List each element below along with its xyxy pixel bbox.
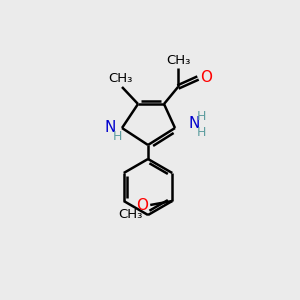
Text: CH₃: CH₃	[108, 73, 132, 85]
Text: O: O	[136, 197, 148, 212]
Text: H: H	[112, 130, 122, 142]
Text: H: H	[197, 110, 206, 124]
Text: O: O	[200, 70, 212, 85]
Text: N: N	[189, 116, 200, 131]
Text: N: N	[104, 121, 116, 136]
Text: H: H	[197, 127, 206, 140]
Text: CH₃: CH₃	[166, 53, 190, 67]
Text: CH₃: CH₃	[118, 208, 142, 220]
